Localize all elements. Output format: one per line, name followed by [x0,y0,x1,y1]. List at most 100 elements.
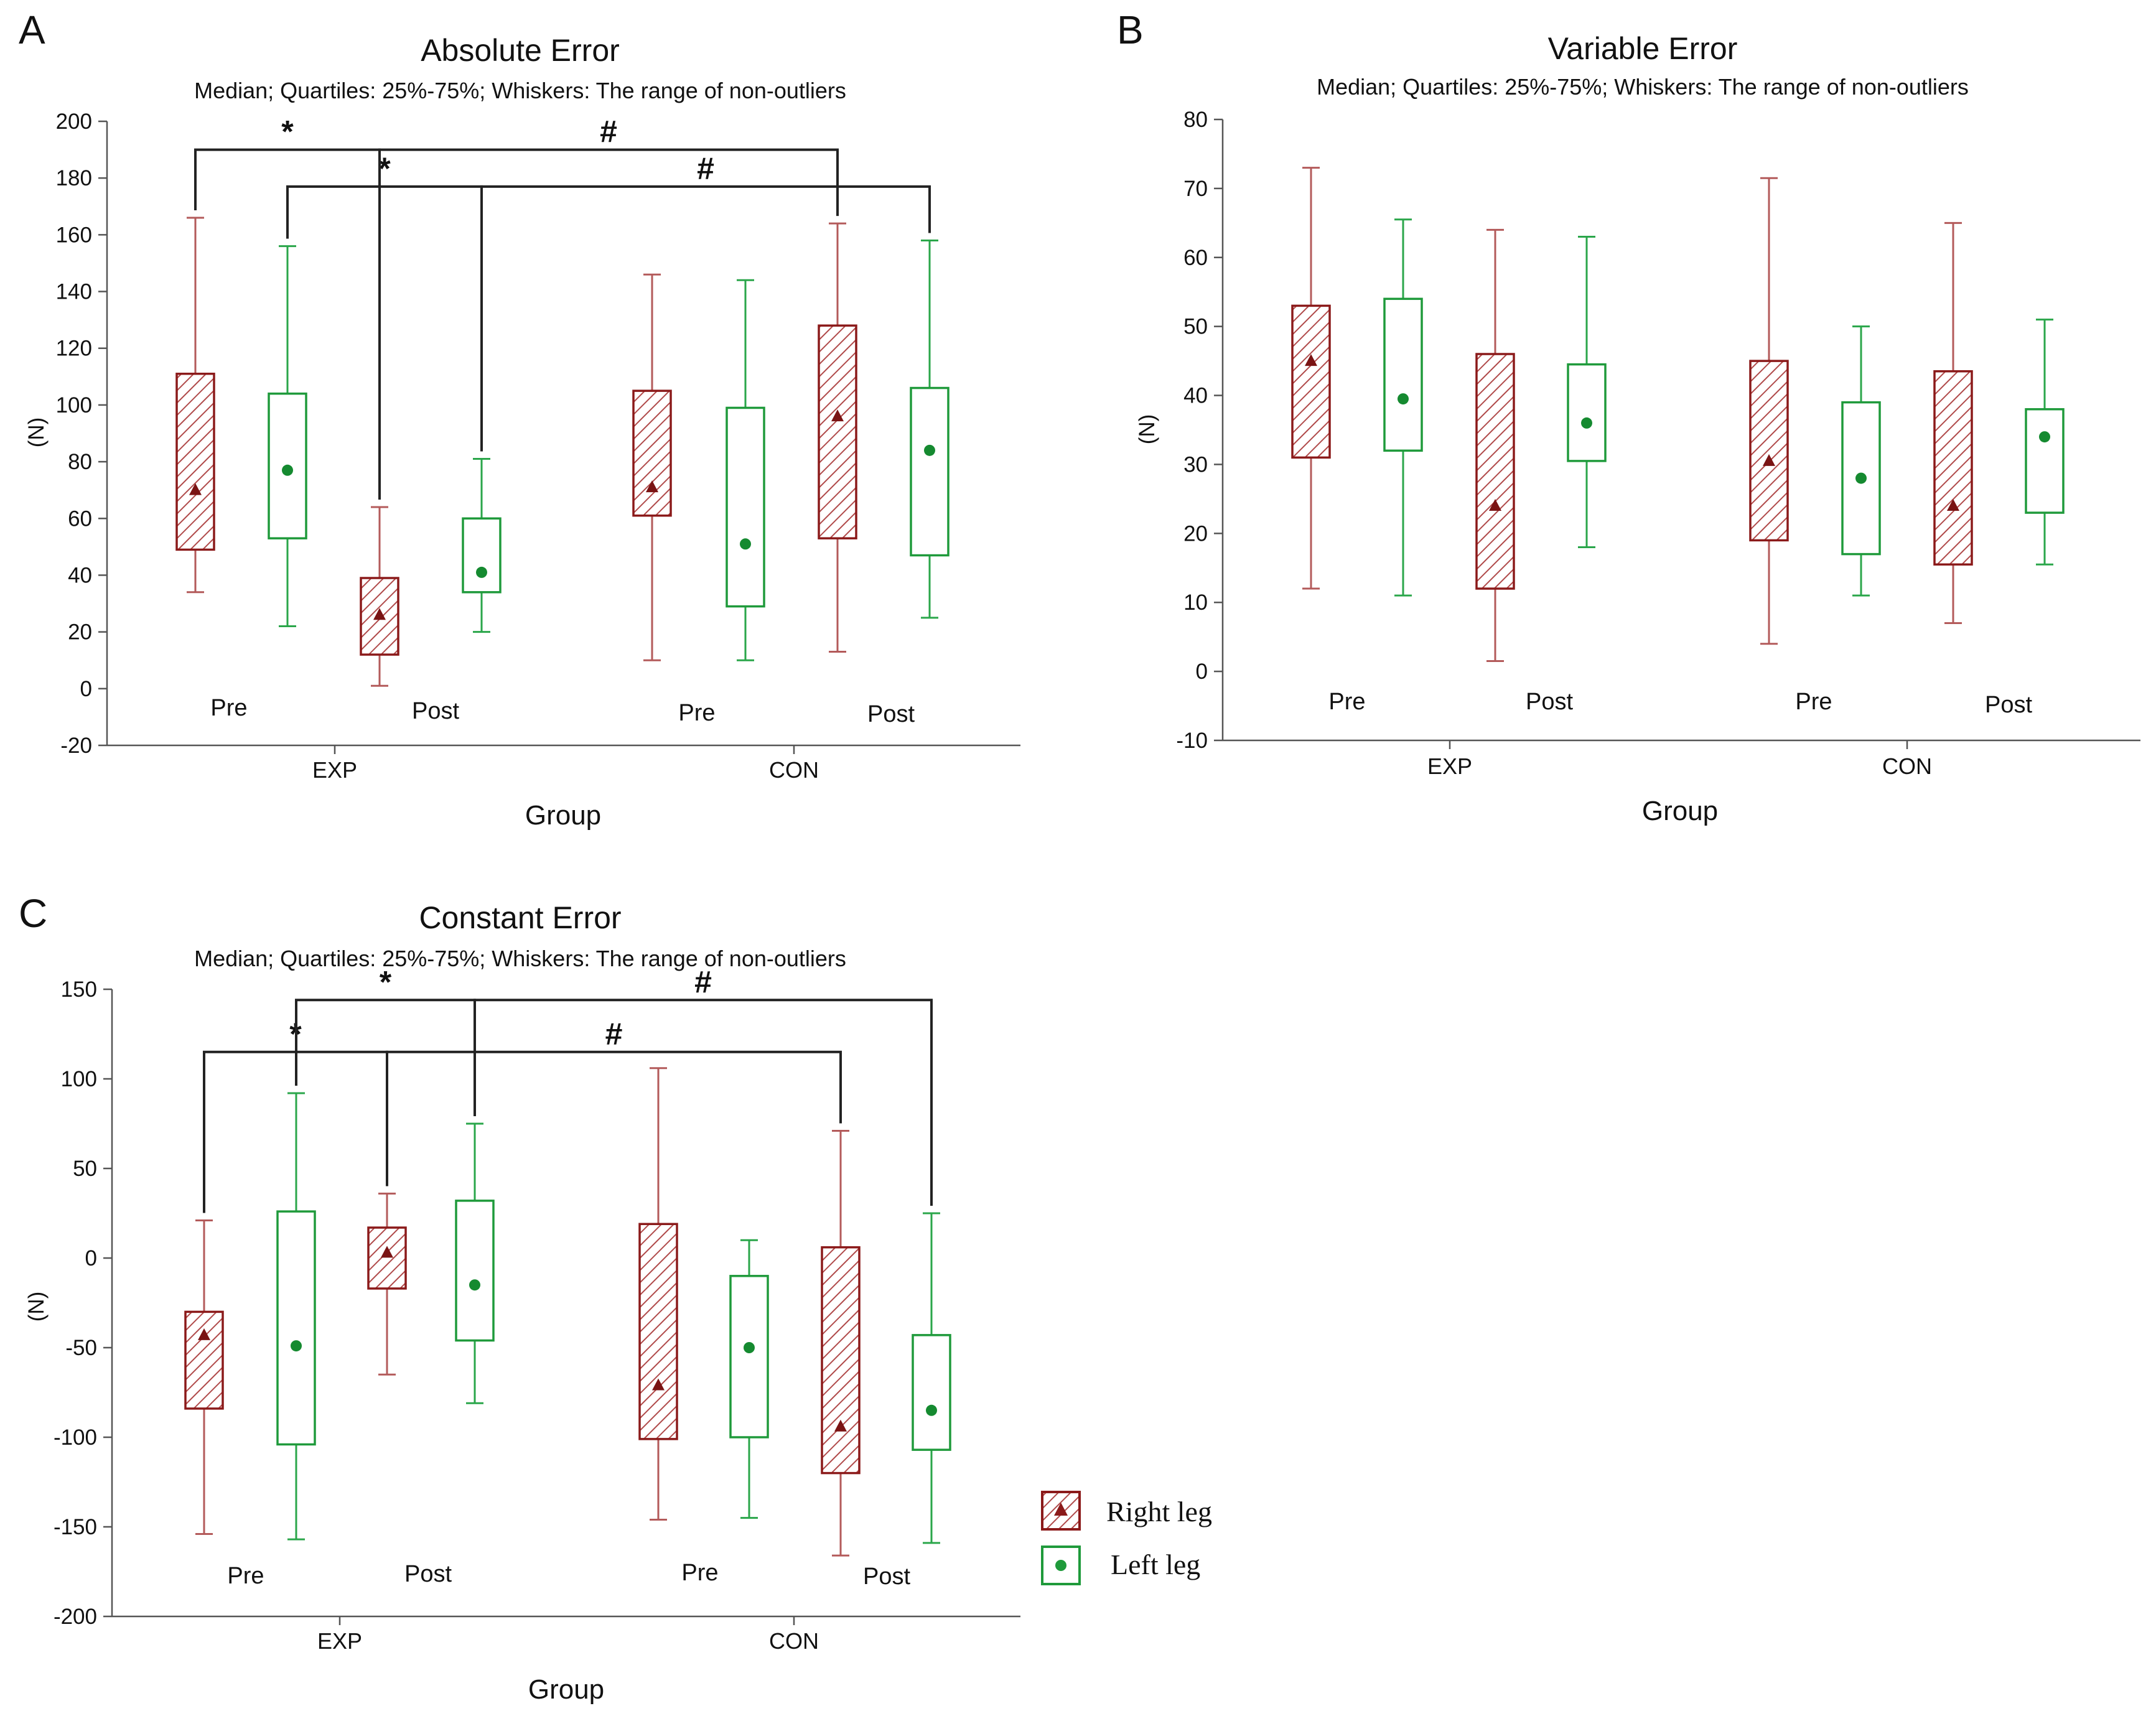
panel-a-subtitle: Median; Quartiles: 25%-75%; Whiskers: Th… [194,78,846,103]
quartile-box [1383,297,1423,452]
box-con-pre-left [726,279,765,661]
y-tick-label: 60 [1183,246,1208,270]
median-marker [646,480,658,493]
x-tick-label: EXP [1427,753,1472,779]
quartile-box [367,1226,407,1290]
significance-marker: # [605,1017,623,1051]
quartile-box [726,406,765,608]
box-con-post-left [912,1212,951,1544]
panel-b-xlabel: Group [1642,796,1718,826]
box-exp-pre-left [276,1092,316,1541]
median-marker [1947,498,1959,511]
x-tick-label: EXP [317,1628,362,1654]
legend-dot-icon [1055,1560,1066,1571]
phase-label: Pre [681,1560,718,1586]
median-marker [1398,393,1409,405]
phase-label: Post [863,1564,910,1590]
significance-marker: # [697,151,714,186]
significance-marker: * [380,964,392,999]
box-exp-pre-left [1383,218,1423,597]
box-exp-pre-right [1291,167,1331,590]
median-marker [1305,354,1317,366]
median-marker [1763,454,1775,466]
y-tick-label: 140 [56,280,92,304]
median-marker [469,1279,480,1291]
median-marker [373,608,386,620]
quartile-box [462,517,502,594]
phase-label: Pre [1795,689,1832,715]
quartile-box [632,389,672,517]
bracket-line [378,148,839,500]
box-con-post-right [1933,221,1973,624]
y-tick-label: 10 [1183,590,1208,615]
legend-left-swatch [1041,1545,1081,1585]
box-exp-post-right [360,506,399,687]
panel-c-plot-area: 150 100 50 0 -50 -100 -150 -200 EXP CON Pre Post Pre… [54,964,1020,1654]
significance-marker: * [378,151,391,186]
y-tick-label: 30 [1183,452,1208,477]
legend: Right leg Left leg [1041,1491,1212,1585]
y-tick-label: 0 [85,1246,97,1270]
y-tick-label: 120 [56,337,92,361]
median-marker [740,538,751,550]
median-marker [282,464,293,476]
significance-bracket: * [286,151,483,452]
box-exp-post-right [367,1192,407,1376]
box-con-pre-right [632,273,672,661]
legend-left-label: Left leg [1111,1549,1200,1580]
y-tick-label: 150 [61,977,97,1002]
bracket-line [386,1050,842,1187]
panel-b-ylabel: (N) [1135,414,1159,445]
median-marker [924,444,935,456]
bracket-line [286,185,483,452]
panel-variable-error: B Variable Error Median; Quartiles: 25%-… [1117,7,2140,826]
median-marker [381,1246,393,1258]
median-marker [1489,498,1501,511]
bracket-line [480,185,931,452]
quartile-box [1567,363,1607,462]
y-tick-label: 80 [1183,108,1208,132]
quartile-box [184,1310,224,1410]
phase-label: Pre [227,1563,264,1589]
box-con-post-left [2025,319,2065,566]
y-tick-label: -20 [60,734,92,758]
panel-c-subtitle: Median; Quartiles: 25%-75%; Whiskers: Th… [194,946,846,971]
quartile-box [1291,304,1331,459]
median-marker [1581,417,1592,429]
quartile-box [1933,370,1973,566]
quartile-box [818,324,857,539]
box-exp-pre-right [184,1219,224,1536]
median-marker [926,1404,937,1416]
median-marker [291,1340,302,1352]
quartile-box [910,386,950,557]
panel-c-title: Constant Error [419,900,621,935]
y-tick-label: 60 [68,506,92,531]
y-tick-label: 40 [1183,384,1208,408]
box-exp-post-left [455,1122,495,1404]
box-exp-pre-left [268,245,307,628]
quartile-box [1475,353,1515,590]
phase-label: Pre [210,695,247,721]
panel-constant-error: C Constant Error Median; Quartiles: 25%-… [19,891,1020,1705]
box-exp-pre-right [175,217,215,594]
phase-label: Post [1526,689,1573,715]
significance-bracket: * [295,964,476,1116]
x-tick-label: CON [769,1628,819,1654]
y-tick-label: 20 [1183,521,1208,546]
panel-label-a: A [19,7,45,52]
panel-label-c: C [19,891,47,936]
significance-marker: * [281,114,294,149]
quartile-box [821,1246,861,1475]
significance-bracket: # [474,964,933,1206]
box-con-pre-right [638,1067,678,1521]
y-tick-label: 100 [56,393,92,417]
x-tick-label: EXP [312,757,357,783]
median-marker [476,566,487,578]
panel-absolute-error: A Absolute Error Median; Quartiles: 25%-… [19,7,1020,831]
panel-a-xlabel: Group [525,800,601,831]
y-tick-label: -200 [54,1605,97,1629]
median-marker [198,1328,210,1340]
legend-right-label: Right leg [1106,1496,1212,1527]
